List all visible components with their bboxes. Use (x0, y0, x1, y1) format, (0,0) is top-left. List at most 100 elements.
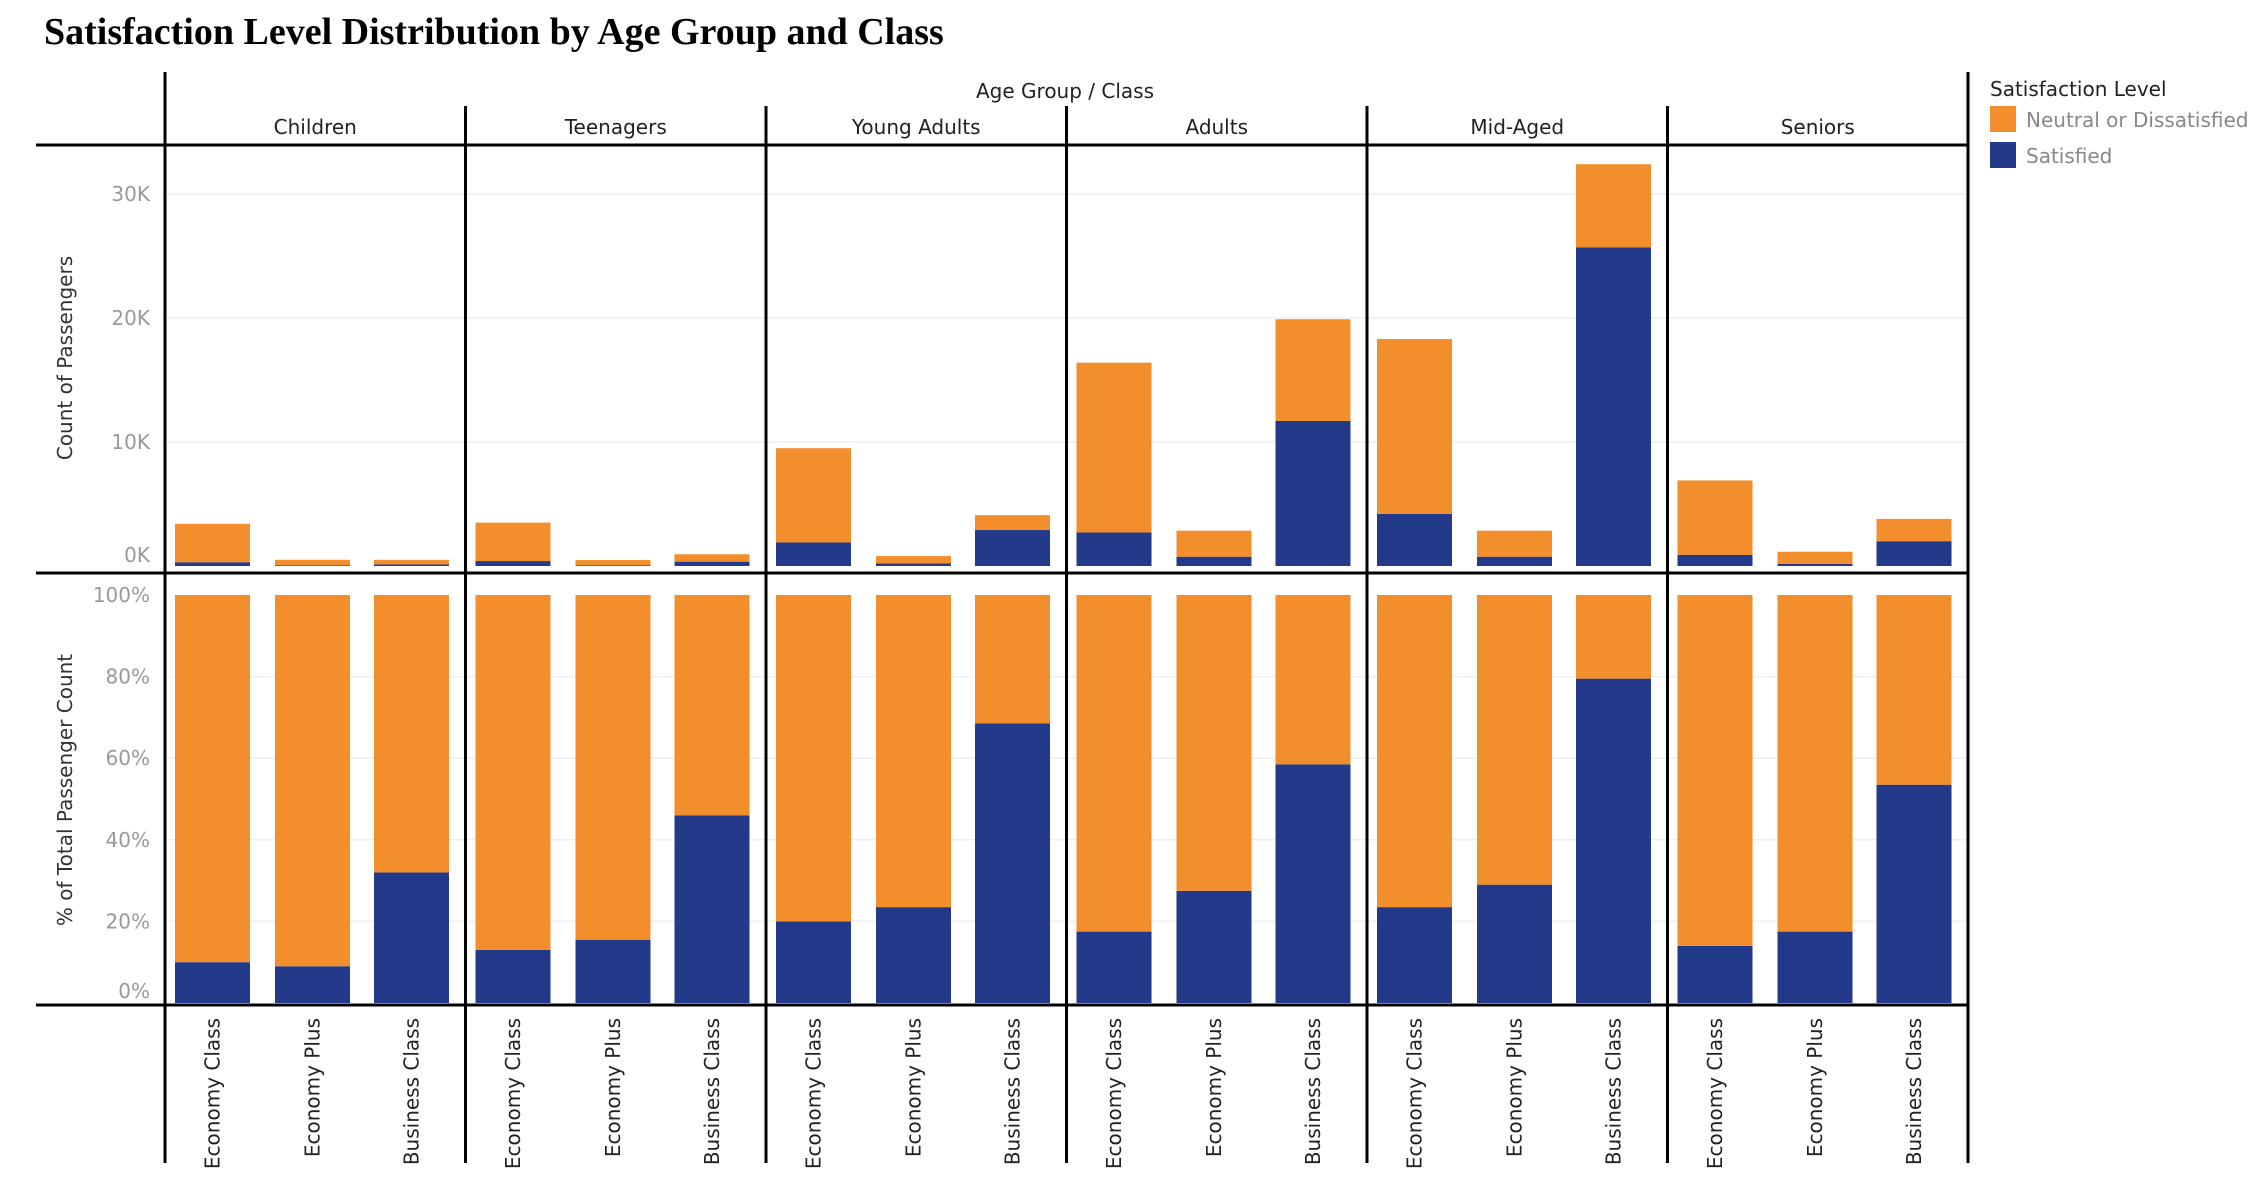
group-header-children: Children (274, 115, 357, 139)
bar-percent-neutral-adults-business-class (1275, 595, 1351, 765)
bar-percent-neutral-mid-aged-economy-class (1377, 595, 1452, 908)
bar-percent-satisfied-teenagers-economy-class (475, 949, 551, 1003)
bar-count-satisfied-seniors-economy-plus (1777, 563, 1853, 566)
bar-count-neutral-seniors-business-class (1876, 518, 1952, 542)
bar-count-satisfied-children-economy-class (175, 562, 250, 566)
category-label: Economy Plus (1202, 1018, 1226, 1157)
bar-percent-satisfied-seniors-economy-plus (1777, 931, 1853, 1003)
bar-percent-satisfied-children-business-class (374, 872, 449, 1003)
legend-label-neutral-or-dissatisfied: Neutral or Dissatisfied (2026, 108, 2248, 132)
bar-count-satisfied-teenagers-economy-class (475, 561, 551, 566)
category-label: Economy Class (1403, 1018, 1427, 1169)
bar-percent-neutral-young-adults-economy-plus (876, 595, 951, 908)
bar-count-satisfied-adults-economy-class (1076, 532, 1152, 566)
legend-label-satisfied: Satisfied (2026, 144, 2112, 168)
bar-percent-neutral-young-adults-business-class (975, 595, 1050, 724)
bar-percent-neutral-teenagers-business-class (674, 595, 750, 816)
percent-tick-label: 80% (106, 665, 150, 689)
bar-count-neutral-seniors-economy-plus (1777, 551, 1853, 564)
group-header-teenagers: Teenagers (564, 115, 667, 139)
category-label: Business Class (1301, 1018, 1325, 1165)
bar-percent-neutral-children-business-class (374, 595, 449, 873)
percent-tick-label: 0% (118, 979, 150, 1003)
bar-count-satisfied-young-adults-economy-plus (876, 563, 951, 566)
bar-percent-satisfied-teenagers-economy-plus (575, 939, 651, 1003)
bar-count-neutral-adults-economy-plus (1176, 530, 1252, 557)
count-tick-label: 0K (124, 543, 151, 567)
bar-count-satisfied-young-adults-economy-class (776, 542, 851, 566)
category-label: Business Class (400, 1018, 424, 1165)
group-header-adults: Adults (1185, 115, 1248, 139)
percent-tick-label: 100% (93, 583, 150, 607)
category-label: Economy Plus (1803, 1018, 1827, 1157)
bar-count-satisfied-seniors-economy-class (1677, 554, 1753, 566)
category-label: Economy Plus (601, 1018, 625, 1157)
column-header: Age Group / Class (976, 79, 1154, 103)
bar-count-satisfied-mid-aged-economy-class (1377, 513, 1452, 566)
bar-count-neutral-young-adults-economy-plus (876, 556, 951, 564)
bar-percent-neutral-mid-aged-business-class (1576, 595, 1651, 679)
bar-percent-neutral-seniors-business-class (1876, 595, 1952, 785)
bar-count-neutral-adults-business-class (1275, 319, 1351, 421)
bar-count-satisfied-seniors-business-class (1876, 541, 1952, 566)
bar-percent-satisfied-teenagers-business-class (674, 815, 750, 1003)
category-label: Business Class (1001, 1018, 1025, 1165)
category-label: Business Class (700, 1018, 724, 1165)
bar-count-neutral-children-business-class (374, 559, 449, 565)
bar-percent-neutral-teenagers-economy-class (475, 595, 551, 950)
bar-count-neutral-mid-aged-business-class (1576, 164, 1651, 248)
legend-swatch-neutral-or-dissatisfied (1990, 106, 2016, 132)
bar-count-neutral-seniors-economy-class (1677, 480, 1753, 555)
category-label: Economy Class (201, 1018, 225, 1169)
bar-count-satisfied-teenagers-economy-plus (575, 565, 651, 566)
bar-percent-satisfied-adults-economy-plus (1176, 890, 1252, 1003)
bar-count-satisfied-young-adults-business-class (975, 530, 1050, 566)
percent-tick-label: 20% (106, 909, 150, 933)
bar-count-satisfied-children-business-class (374, 564, 449, 566)
bar-count-neutral-adults-economy-class (1076, 362, 1152, 533)
group-header-young-adults: Young Adults (851, 115, 981, 139)
percent-tick-label: 60% (106, 746, 150, 770)
count-y-axis-label: Count of Passengers (53, 256, 77, 460)
bar-count-neutral-teenagers-economy-plus (575, 560, 651, 566)
bar-count-satisfied-mid-aged-economy-plus (1477, 556, 1552, 566)
bar-percent-neutral-adults-economy-plus (1176, 595, 1252, 891)
legend-title: Satisfaction Level (1990, 77, 2167, 101)
bar-count-satisfied-mid-aged-business-class (1576, 247, 1651, 566)
bar-percent-satisfied-adults-business-class (1275, 764, 1351, 1003)
bar-percent-neutral-seniors-economy-plus (1777, 595, 1853, 932)
bar-percent-satisfied-mid-aged-economy-class (1377, 907, 1452, 1003)
bar-percent-satisfied-children-economy-class (175, 962, 250, 1003)
legend: Neutral or Dissatisfied Satisfied (1990, 106, 2248, 168)
category-label: Economy Plus (902, 1018, 926, 1157)
bar-count-neutral-children-economy-plus (275, 559, 350, 566)
bar-percent-neutral-seniors-economy-class (1677, 595, 1753, 946)
bar-percent-neutral-adults-economy-class (1076, 595, 1152, 932)
category-label: Economy Class (1102, 1018, 1126, 1169)
category-label: Economy Class (501, 1018, 525, 1169)
legend-swatch-satisfied (1990, 142, 2016, 168)
bar-percent-satisfied-young-adults-business-class (975, 723, 1050, 1003)
bar-percent-satisfied-mid-aged-business-class (1576, 678, 1651, 1003)
bar-percent-neutral-children-economy-class (175, 595, 250, 963)
bar-percent-satisfied-adults-economy-class (1076, 931, 1152, 1003)
group-header-seniors: Seniors (1781, 115, 1855, 139)
bar-percent-satisfied-young-adults-economy-plus (876, 907, 951, 1003)
category-label: Business Class (1602, 1018, 1626, 1165)
count-tick-label: 10K (111, 430, 150, 454)
bar-count-satisfied-adults-economy-plus (1176, 556, 1252, 566)
bar-percent-satisfied-mid-aged-economy-plus (1477, 884, 1552, 1003)
category-label: Business Class (1902, 1018, 1926, 1165)
bar-percent-neutral-children-economy-plus (275, 595, 350, 967)
bar-count-satisfied-adults-business-class (1275, 420, 1351, 566)
bar-count-neutral-young-adults-economy-class (776, 448, 851, 543)
bar-percent-neutral-young-adults-economy-class (776, 595, 851, 922)
bar-percent-satisfied-seniors-business-class (1876, 784, 1952, 1003)
bar-count-neutral-mid-aged-economy-class (1377, 339, 1452, 514)
bar-percent-satisfied-children-economy-plus (275, 966, 350, 1003)
bar-count-satisfied-teenagers-business-class (674, 561, 750, 566)
percent-tick-label: 40% (106, 828, 150, 852)
bar-percent-neutral-mid-aged-economy-plus (1477, 595, 1552, 885)
bar-percent-satisfied-young-adults-economy-class (776, 921, 851, 1003)
bar-count-neutral-young-adults-business-class (975, 515, 1050, 531)
